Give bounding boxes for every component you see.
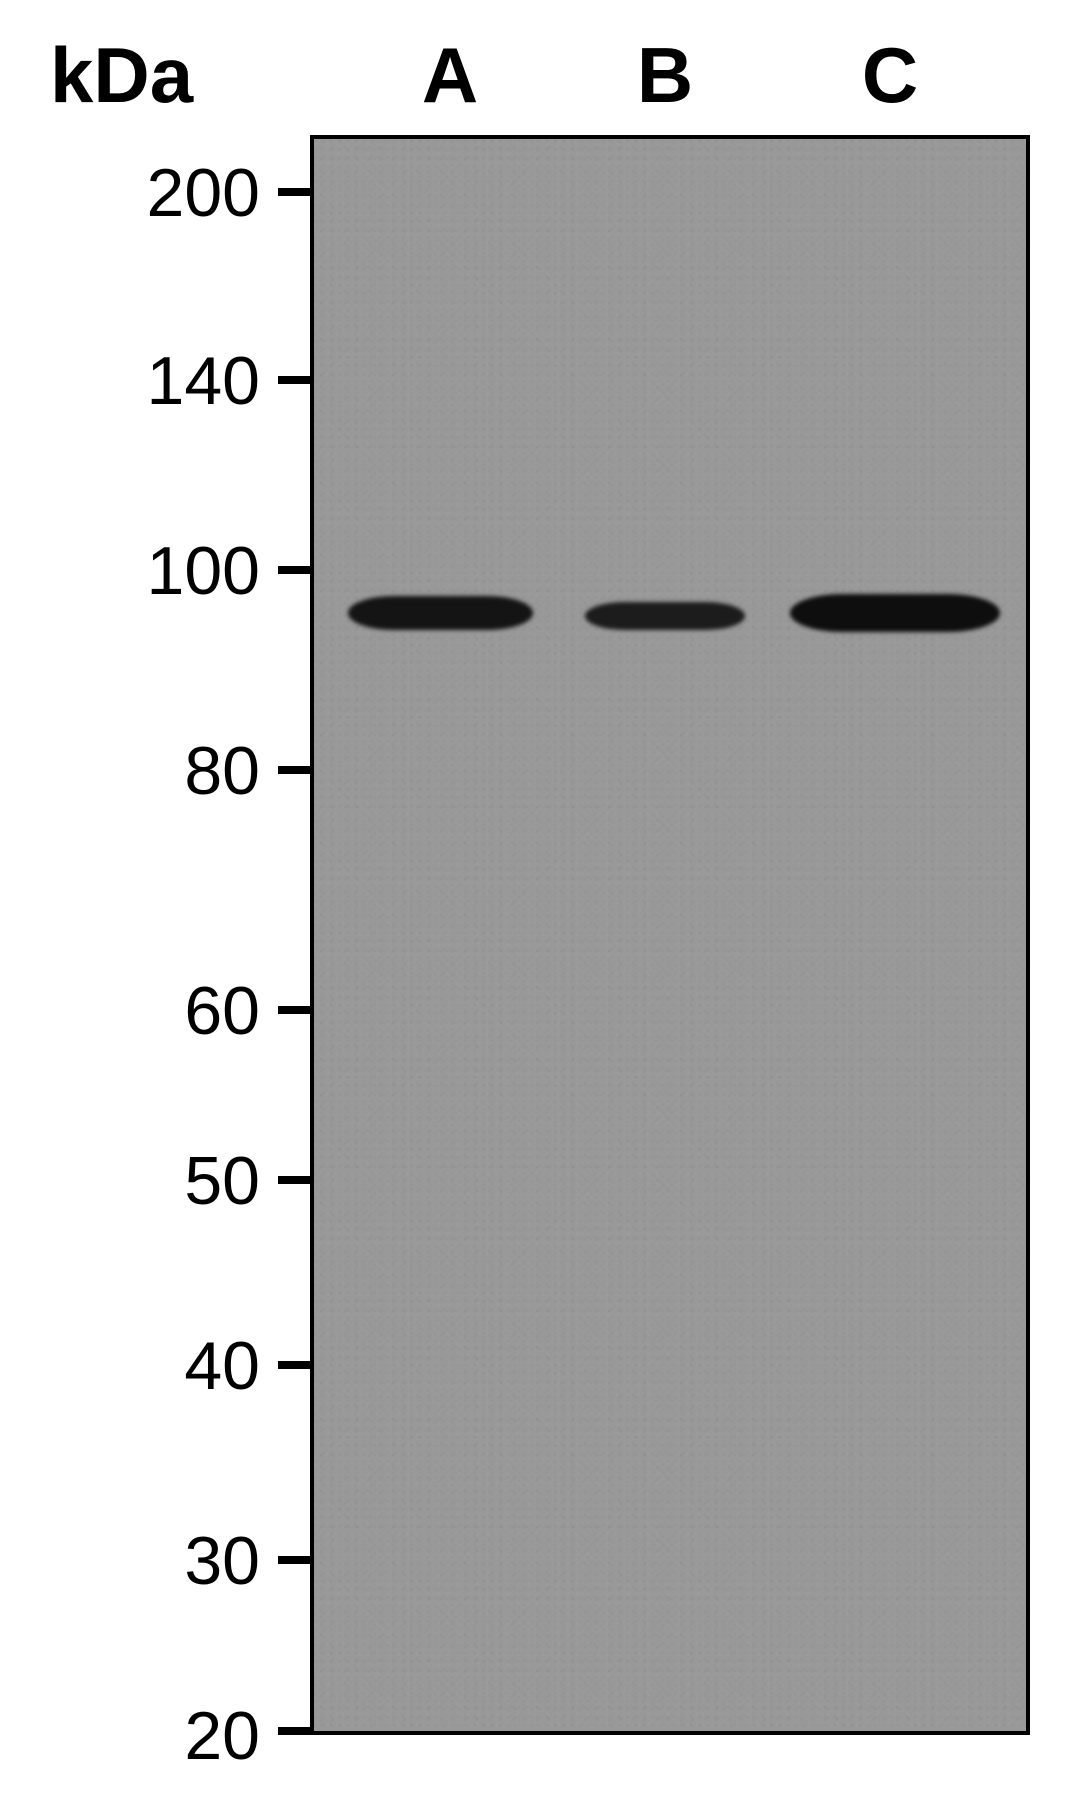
tick-mark xyxy=(278,188,310,196)
western-blot-figure: kDa A B C 200 140 100 80 60 50 40 30 20 xyxy=(0,0,1080,1800)
tick-label-140: 140 xyxy=(110,342,260,420)
tick-mark xyxy=(278,566,310,574)
tick-mark xyxy=(278,1176,310,1184)
lane-label-a: A xyxy=(420,30,480,121)
tick-mark xyxy=(278,376,310,384)
blot-membrane xyxy=(310,135,1030,1735)
band-lane-b xyxy=(585,602,745,630)
tick-label-40: 40 xyxy=(110,1327,260,1405)
tick-mark xyxy=(278,1556,310,1564)
tick-mark xyxy=(278,1006,310,1014)
tick-label-100: 100 xyxy=(110,532,260,610)
tick-mark xyxy=(278,1361,310,1369)
band-lane-a xyxy=(348,596,533,630)
tick-label-80: 80 xyxy=(110,732,260,810)
membrane-noise xyxy=(314,139,1026,1731)
tick-mark xyxy=(278,1727,310,1735)
tick-label-20: 20 xyxy=(110,1697,260,1775)
tick-mark xyxy=(278,766,310,774)
y-axis-title: kDa xyxy=(50,30,193,121)
tick-label-60: 60 xyxy=(110,972,260,1050)
lane-label-c: C xyxy=(860,30,920,121)
tick-label-200: 200 xyxy=(110,154,260,232)
tick-label-50: 50 xyxy=(110,1142,260,1220)
lane-label-b: B xyxy=(635,30,695,121)
tick-label-30: 30 xyxy=(110,1522,260,1600)
band-lane-c xyxy=(790,594,1000,632)
